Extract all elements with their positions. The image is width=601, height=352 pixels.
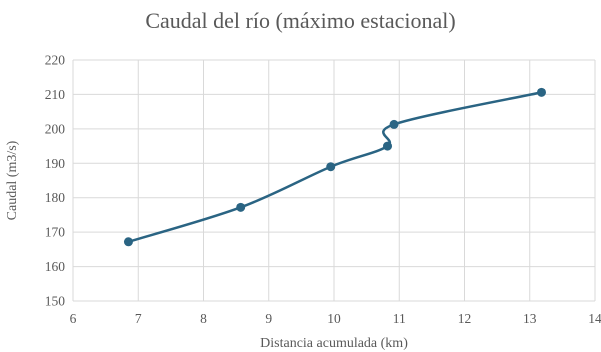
x-tick-label: 9: [265, 311, 272, 326]
x-tick-label: 14: [588, 311, 601, 326]
x-tick-label: 10: [327, 311, 341, 326]
y-axis-title: Caudal (m3/s): [5, 140, 20, 220]
data-point: [383, 141, 393, 151]
y-tick-label: 150: [45, 294, 66, 309]
x-tick-label: 13: [523, 311, 537, 326]
x-tick-label: 7: [135, 311, 142, 326]
data-point: [389, 119, 399, 129]
y-tick-label: 220: [45, 53, 66, 68]
x-tick-label: 8: [200, 311, 207, 326]
y-tick-label: 160: [45, 259, 66, 274]
x-tick-label: 11: [393, 311, 406, 326]
y-tick-label: 190: [45, 156, 66, 171]
y-tick-label: 200: [45, 121, 66, 136]
x-tick-label: 6: [70, 311, 77, 326]
y-tick-label: 170: [45, 225, 66, 240]
series-line: [127, 91, 543, 244]
x-axis-title: Distancia acumulada (km): [260, 336, 408, 351]
chart-title: Caudal del río (máximo estacional): [145, 8, 456, 33]
tick-labels: 150 160 170 180 190 200 210 220 6 7 8 9 10 11 12 13 14: [45, 53, 601, 327]
y-tick-label: 180: [45, 190, 66, 205]
y-tick-label: 210: [45, 87, 66, 102]
series-layer: [123, 87, 546, 247]
data-point: [123, 237, 133, 247]
data-point: [326, 162, 336, 172]
data-point: [236, 202, 246, 212]
data-point: [536, 87, 546, 97]
x-tick-label: 12: [458, 311, 472, 326]
